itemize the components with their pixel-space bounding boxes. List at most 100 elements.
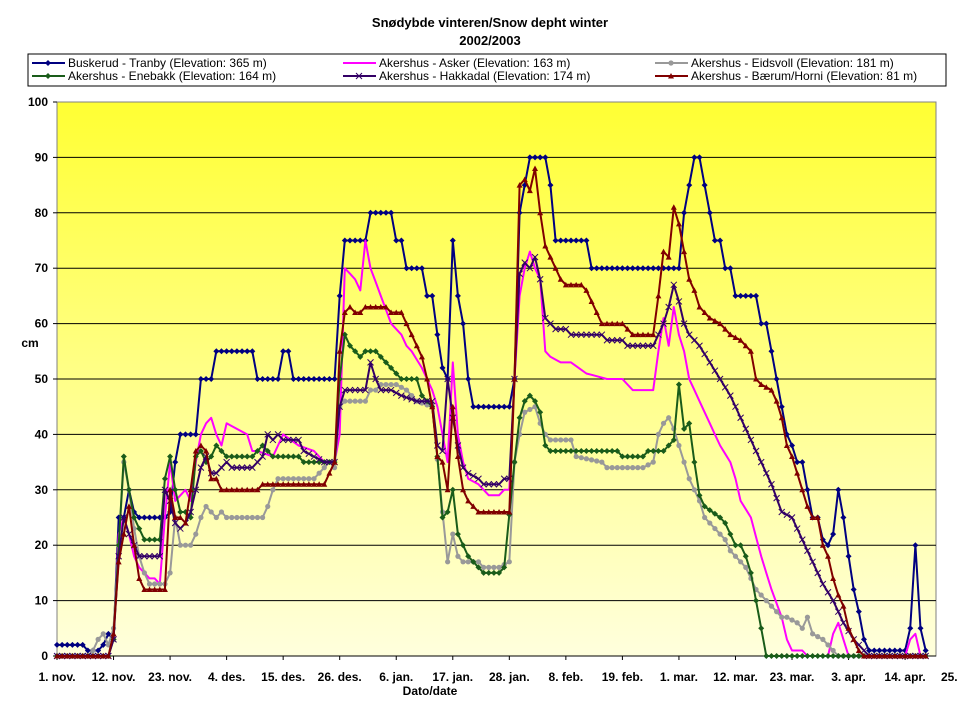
data-point bbox=[634, 342, 642, 350]
y-axis-ticks: 0 10 20 30 40 50 60 70 80 90 100 bbox=[28, 95, 57, 663]
data-point bbox=[675, 298, 683, 305]
data-point bbox=[295, 376, 302, 382]
data-point bbox=[675, 265, 682, 272]
data-point bbox=[377, 386, 385, 394]
data-point bbox=[593, 265, 600, 272]
data-point bbox=[619, 453, 626, 460]
data-point bbox=[362, 398, 368, 404]
data-point bbox=[300, 447, 308, 455]
data-point bbox=[392, 389, 400, 397]
data-point bbox=[758, 625, 765, 632]
data-point bbox=[177, 431, 184, 438]
data-point bbox=[686, 420, 693, 427]
data-point bbox=[706, 507, 713, 514]
data-point bbox=[285, 348, 292, 355]
data-point bbox=[439, 514, 446, 521]
data-point bbox=[408, 395, 416, 403]
data-point bbox=[161, 586, 168, 593]
data-point bbox=[568, 437, 574, 443]
data-point bbox=[403, 376, 410, 382]
data-point bbox=[896, 647, 903, 654]
data-point bbox=[588, 448, 595, 455]
legend-label: Akershus - Hakkadal (Elevation: 174 m) bbox=[379, 69, 590, 83]
data-point bbox=[228, 486, 235, 493]
data-point bbox=[480, 569, 487, 576]
data-point bbox=[151, 586, 158, 593]
data-point bbox=[213, 348, 220, 355]
x-tick-label: 17. jan. bbox=[432, 670, 473, 684]
data-point bbox=[326, 376, 333, 382]
data-point bbox=[804, 547, 811, 555]
data-point bbox=[295, 453, 302, 460]
data-point bbox=[727, 548, 733, 554]
data-point bbox=[799, 625, 805, 631]
data-point bbox=[188, 542, 194, 548]
data-point bbox=[120, 453, 127, 460]
data-point bbox=[218, 448, 225, 455]
data-point bbox=[629, 453, 636, 460]
data-point bbox=[562, 325, 570, 333]
data-point bbox=[809, 631, 816, 637]
data-point bbox=[233, 453, 240, 460]
data-point bbox=[316, 481, 323, 487]
data-point bbox=[747, 436, 755, 444]
data-point bbox=[799, 653, 806, 659]
data-point bbox=[490, 403, 497, 410]
data-point bbox=[177, 508, 184, 515]
data-point bbox=[172, 459, 179, 466]
data-point bbox=[547, 182, 554, 189]
data-point bbox=[665, 254, 672, 260]
data-point bbox=[649, 342, 657, 350]
data-point bbox=[850, 653, 857, 659]
data-point bbox=[341, 309, 348, 316]
data-point bbox=[105, 630, 112, 637]
data-point bbox=[866, 653, 873, 659]
data-point bbox=[804, 614, 811, 620]
data-point bbox=[408, 376, 415, 382]
data-point bbox=[439, 364, 446, 371]
data-point bbox=[167, 453, 174, 460]
data-point bbox=[269, 376, 276, 382]
data-point bbox=[208, 509, 214, 515]
data-point bbox=[136, 514, 143, 521]
data-point bbox=[485, 480, 493, 488]
data-point bbox=[300, 481, 307, 487]
data-point bbox=[496, 403, 503, 410]
data-point bbox=[95, 647, 102, 654]
data-point bbox=[244, 514, 250, 521]
data-point bbox=[696, 492, 703, 499]
data-point bbox=[619, 336, 626, 344]
data-point bbox=[624, 465, 631, 471]
data-point bbox=[639, 342, 647, 350]
x-tick-label: 15. des. bbox=[261, 670, 305, 684]
data-point bbox=[377, 209, 384, 216]
data-point bbox=[234, 514, 240, 521]
data-point bbox=[74, 641, 81, 648]
data-point bbox=[192, 448, 199, 454]
data-point bbox=[259, 481, 266, 487]
data-point bbox=[758, 320, 765, 327]
data-point bbox=[264, 376, 271, 382]
data-point bbox=[541, 314, 549, 322]
data-point bbox=[604, 465, 610, 471]
data-point bbox=[279, 436, 287, 444]
data-point bbox=[398, 309, 405, 316]
data-point bbox=[726, 392, 734, 399]
data-point bbox=[614, 320, 621, 327]
data-point bbox=[280, 481, 287, 487]
data-point bbox=[326, 458, 333, 466]
data-point bbox=[249, 514, 255, 521]
data-point bbox=[825, 653, 831, 659]
data-point bbox=[794, 620, 800, 626]
data-point bbox=[465, 497, 472, 504]
data-point bbox=[259, 453, 266, 460]
data-point bbox=[243, 464, 251, 471]
data-point bbox=[608, 336, 616, 344]
data-point bbox=[768, 653, 775, 659]
x-tick-label: 6. jan. bbox=[379, 670, 413, 684]
data-point bbox=[630, 465, 636, 471]
data-point bbox=[141, 586, 148, 593]
data-point bbox=[398, 376, 405, 382]
data-point bbox=[346, 386, 354, 394]
data-point bbox=[717, 320, 724, 327]
